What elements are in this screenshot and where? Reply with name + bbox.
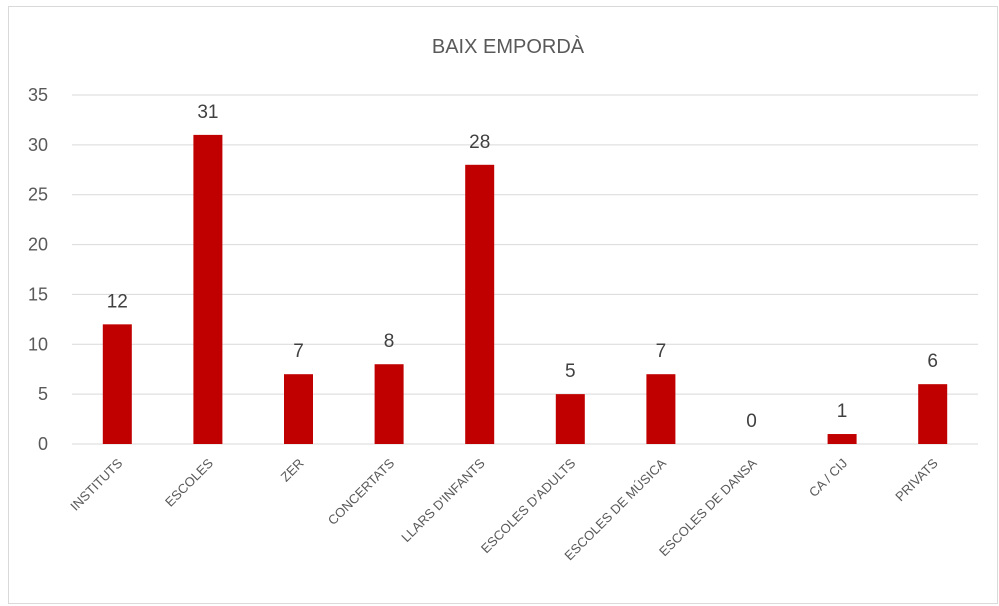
bar [555,394,585,444]
x-tick-label: PRIVATS [892,455,941,504]
data-label: 6 [927,351,938,372]
y-tick-label: 35 [28,85,48,105]
y-tick-label: 10 [28,334,48,354]
y-axis-ticks: 0 5 10 15 20 25 30 35 [28,85,48,454]
data-label: 7 [293,341,304,362]
y-tick-label: 15 [28,284,48,304]
data-labels: 12 31 7 8 28 5 7 0 1 6 [107,102,938,432]
data-label: 31 [197,102,218,123]
x-tick-label: ESCOLES [162,455,216,509]
x-tick-label: ZER [278,456,307,485]
y-tick-label: 0 [38,434,48,454]
x-tick-label: LLARS D'INFANTS [398,455,488,545]
bar [827,434,857,444]
bar [102,324,132,444]
bar [193,134,223,444]
data-label: 12 [107,291,128,312]
bar [918,384,948,444]
data-label: 5 [565,361,576,382]
x-tick-label: CA / CIJ [806,456,850,500]
x-tick-label: CONCERTATS [325,455,398,528]
chart-frame [8,6,998,604]
y-tick-label: 30 [28,135,48,155]
data-label: 7 [656,341,667,362]
x-axis-ticks: INSTITUTS ESCOLES ZER CONCERTATS LLARS D'INF… [67,455,941,563]
bar [465,164,495,445]
y-tick-label: 20 [28,235,48,255]
bars [102,134,948,445]
data-label: 0 [746,411,757,432]
x-tick-label: ESCOLES DE MÚSICA [561,455,669,563]
data-label: 1 [837,401,848,422]
y-tick-label: 5 [38,384,48,404]
x-tick-label: ESCOLES D'ADULTS [478,455,579,556]
data-label: 28 [469,132,490,153]
data-label: 8 [384,331,395,352]
bar [374,364,404,444]
chart-title: BAIX EMPORDÀ [432,35,585,58]
x-tick-label: ESCOLES DE DANSA [656,455,760,559]
bar [284,374,313,444]
x-tick-label: INSTITUTS [67,455,125,513]
y-tick-label: 25 [28,185,48,205]
bar [646,374,676,444]
gridlines [72,94,978,445]
